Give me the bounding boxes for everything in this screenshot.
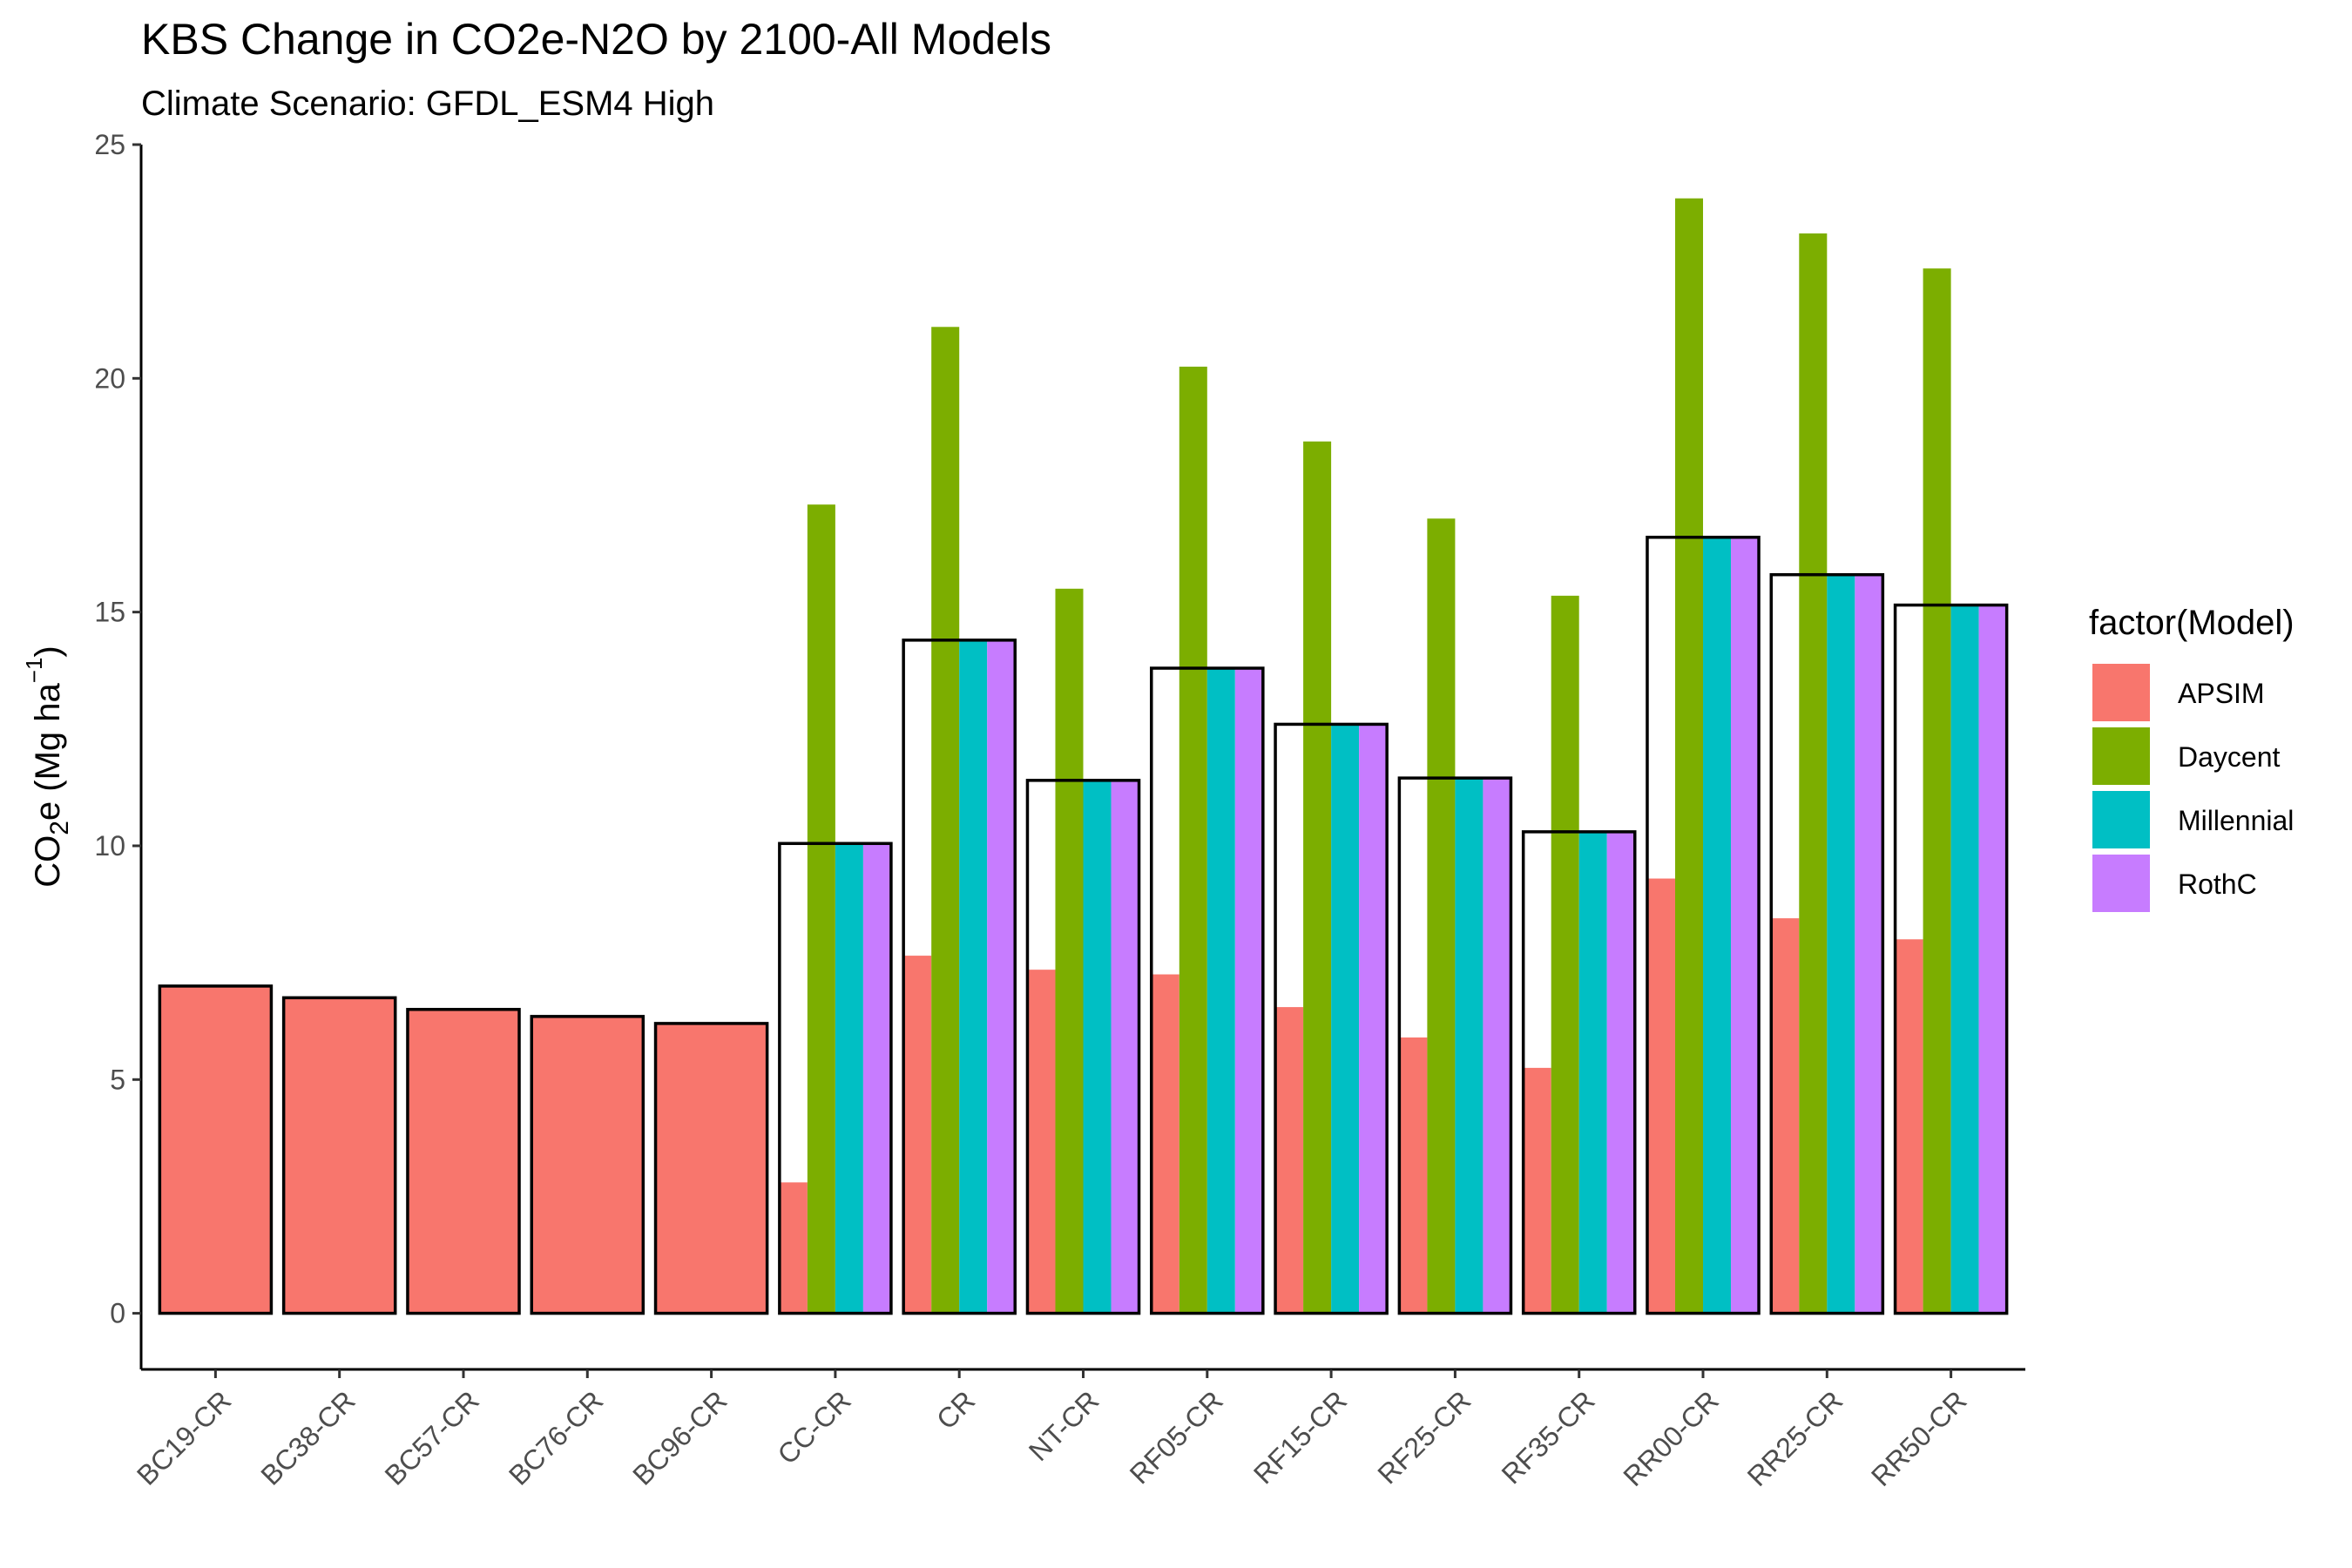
outline-layer: [158, 536, 2009, 1315]
outline-rr25-cr: [1769, 572, 1885, 1315]
bar-daycent-nt-cr: [1055, 588, 1084, 1314]
y-tick-label-20: 20: [94, 362, 125, 394]
bar-rothc-cc-cr: [862, 843, 891, 1314]
legend-title: factor(Model): [2089, 604, 2295, 642]
legend-key-millennial: [2092, 791, 2150, 848]
bar-apsim-rf35-cr: [1523, 1067, 1551, 1314]
bar-millennial-rf15-cr: [1331, 724, 1360, 1314]
bar-daycent-rr00-cr: [1674, 198, 1704, 1314]
x-axis: BC19-CR BC38-CR BC57-CR BC76-CR BC96-CR CC-CR…: [131, 1368, 2025, 1492]
bar-rothc-rf25-cr: [1483, 778, 1511, 1314]
bar-rothc-rr50-cr: [1978, 605, 2007, 1314]
x-tick-label-rf05-cr: RF05-CR: [1124, 1384, 1229, 1490]
bar-rothc-rr00-cr: [1731, 537, 1760, 1314]
outline-rf15-cr: [1274, 722, 1389, 1315]
bar-daycent-rr25-cr: [1799, 233, 1828, 1314]
x-tick-label-bc57-cr: BC57-CR: [379, 1384, 485, 1490]
outline-bc96-cr: [653, 1022, 769, 1315]
bar-apsim-cr: [903, 956, 932, 1314]
x-tick-label-nt-cr: NT-CR: [1023, 1384, 1105, 1467]
bar-millennial-rf05-cr: [1206, 668, 1235, 1314]
outline-rf35-cr: [1521, 830, 1637, 1315]
bar-rothc-cr: [987, 639, 1016, 1314]
bar-rothc-rf05-cr: [1234, 668, 1263, 1314]
y-tick-label-10: 10: [94, 830, 125, 862]
legend-label-daycent: Daycent: [2178, 741, 2281, 773]
y-axis: 0 5 10 15 20 25: [94, 129, 143, 1369]
bar-daycent-rf35-cr: [1551, 595, 1579, 1314]
outline-rr50-cr: [1893, 603, 2009, 1315]
bar-millennial-nt-cr: [1083, 780, 1112, 1314]
bar-millennial-cc-cr: [835, 843, 863, 1314]
bar-apsim-rr25-cr: [1771, 918, 1800, 1314]
bar-rothc-rr25-cr: [1855, 574, 1883, 1314]
x-tick-label-rf25-cr: RF25-CR: [1371, 1384, 1477, 1490]
bar-millennial-rr50-cr: [1950, 605, 1979, 1314]
y-tick-label-0: 0: [110, 1298, 125, 1329]
outline-nt-cr: [1025, 779, 1141, 1315]
legend-label-millennial: Millennial: [2178, 805, 2294, 836]
x-tick-label-cr: CR: [930, 1384, 981, 1435]
outline-bc38-cr: [281, 996, 397, 1315]
bar-millennial-rr00-cr: [1703, 537, 1732, 1314]
bar-apsim-rr50-cr: [1895, 939, 1923, 1314]
bar-daycent-cc-cr: [807, 504, 835, 1314]
outline-rf25-cr: [1397, 776, 1513, 1315]
legend-key-apsim: [2092, 664, 2150, 721]
bar-apsim-bc19-cr: [159, 985, 272, 1314]
chart-subtitle: Climate Scenario: GFDL_ESM4 High: [141, 84, 714, 123]
bars-layer: [159, 198, 2007, 1314]
bar-apsim-rf15-cr: [1275, 1007, 1304, 1314]
chart-title: KBS Change in CO2e-N2O by 2100-All Model…: [141, 15, 1051, 64]
bar-apsim-rf25-cr: [1399, 1037, 1428, 1314]
outline-bc19-cr: [158, 984, 274, 1315]
bar-millennial-cr: [959, 639, 988, 1314]
bar-rothc-rf35-cr: [1606, 831, 1635, 1314]
x-tick-label-bc38-cr: BC38-CR: [254, 1384, 361, 1490]
bar-apsim-rr00-cr: [1646, 878, 1675, 1314]
bar-apsim-bc76-cr: [531, 1016, 644, 1314]
x-tick-label-bc76-cr: BC76-CR: [503, 1384, 609, 1490]
bar-daycent-rf15-cr: [1303, 441, 1332, 1314]
x-tick-label-rr00-cr: RR00-CR: [1617, 1384, 1725, 1492]
bar-apsim-bc57-cr: [407, 1009, 520, 1314]
bar-daycent-rf25-cr: [1427, 518, 1456, 1314]
outline-bc57-cr: [406, 1008, 521, 1315]
legend-key-daycent: [2092, 727, 2150, 785]
bar-apsim-rf05-cr: [1151, 974, 1179, 1314]
bar-apsim-bc38-cr: [283, 997, 395, 1314]
legend-label-apsim: APSIM: [2178, 678, 2265, 709]
bar-apsim-bc96-cr: [655, 1023, 767, 1314]
bar-apsim-nt-cr: [1027, 970, 1056, 1314]
bar-millennial-rf25-cr: [1455, 778, 1484, 1314]
x-tick-label-rf15-cr: RF15-CR: [1247, 1384, 1353, 1490]
legend-label-rothc: RothC: [2178, 868, 2257, 900]
bar-rothc-rf15-cr: [1359, 724, 1388, 1314]
x-tick-label-bc96-cr: BC96-CR: [626, 1384, 733, 1490]
outline-rr00-cr: [1646, 536, 1761, 1315]
x-tick-label-rf35-cr: RF35-CR: [1496, 1384, 1601, 1490]
x-tick-label-rr25-cr: RR25-CR: [1741, 1384, 1849, 1492]
bar-millennial-rr25-cr: [1827, 574, 1855, 1314]
x-tick-label-bc19-cr: BC19-CR: [131, 1384, 237, 1490]
x-tick-label-cc-cr: CC-CR: [771, 1384, 856, 1470]
x-tick-label-rr50-cr: RR50-CR: [1865, 1384, 1973, 1492]
legend-key-rothc: [2092, 855, 2150, 912]
outline-cc-cr: [778, 841, 893, 1315]
y-axis-title: CO2e (Mg ha−1): [21, 645, 74, 888]
y-tick-label-15: 15: [94, 597, 125, 628]
bar-daycent-rf05-cr: [1179, 366, 1207, 1314]
y-tick-label-5: 5: [110, 1064, 125, 1095]
bar-millennial-rf35-cr: [1578, 831, 1607, 1314]
bar-rothc-nt-cr: [1111, 780, 1139, 1314]
bar-daycent-cr: [931, 327, 960, 1314]
outline-rf05-cr: [1150, 666, 1265, 1315]
outline-bc76-cr: [530, 1015, 645, 1315]
bar-apsim-cc-cr: [779, 1182, 808, 1314]
outline-cr: [902, 639, 1017, 1315]
y-tick-label-25: 25: [94, 129, 125, 160]
legend: factor(Model) APSIM Daycent Millennial Roth…: [2089, 604, 2295, 912]
bar-daycent-rr50-cr: [1923, 268, 1951, 1314]
